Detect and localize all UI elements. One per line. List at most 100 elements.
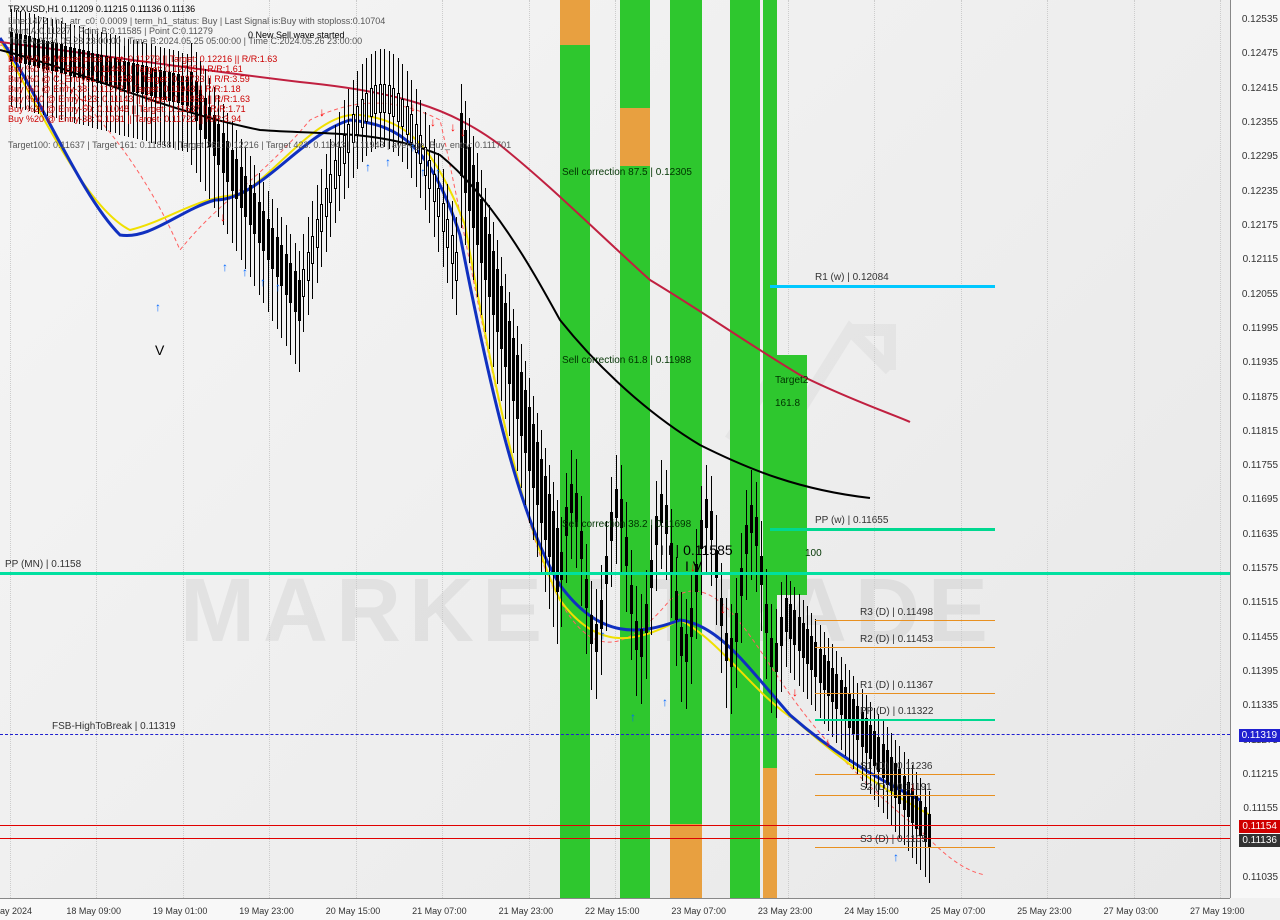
- arrow-down-icon: ↓: [910, 780, 916, 794]
- y-tick-label: 0.12235: [1242, 186, 1278, 197]
- y-tick-label: 0.12115: [1243, 254, 1278, 265]
- y-tick-label: 0.11515: [1243, 597, 1278, 608]
- candle-body: [446, 219, 449, 248]
- pivot-line: [0, 838, 1230, 839]
- arrow-up-icon: ↑: [600, 628, 606, 642]
- pivot-line: [815, 774, 995, 775]
- candle-body: [544, 476, 547, 540]
- candle-body: [540, 459, 543, 523]
- candle-body: [780, 617, 783, 646]
- candle-body: [244, 176, 247, 216]
- x-tick-label: 23 May 07:00: [671, 906, 726, 916]
- candle-body: [249, 185, 252, 225]
- x-tick-label: 21 May 07:00: [412, 906, 467, 916]
- candle-body: [383, 84, 386, 113]
- pivot-label: R2 (D) | 0.11453: [860, 634, 933, 645]
- y-tick-label: 0.12355: [1242, 117, 1278, 128]
- candle-body: [262, 211, 265, 251]
- arrow-up-icon: ↑: [275, 280, 281, 294]
- zone-label: Sell correction 61.8 | 0.11988: [562, 355, 691, 366]
- grid-line: [1047, 0, 1048, 898]
- grid-line: [1220, 0, 1221, 898]
- y-tick-label: 0.11215: [1243, 769, 1278, 780]
- candle-body: [852, 699, 855, 734]
- zone-orange: [620, 108, 650, 166]
- zone-label: Target2: [775, 375, 808, 386]
- pivot-label: PP (D) | 0.11322: [860, 706, 933, 717]
- zone-label: 161.8: [775, 398, 800, 409]
- candle-body: [401, 99, 404, 128]
- candle-body: [630, 585, 633, 614]
- candle-body: [311, 236, 314, 265]
- y-tick-label: 0.11575: [1243, 563, 1278, 574]
- candle-body: [844, 687, 847, 722]
- info-text-line: Buy %20 @ Entry-38: 0.1091 || Target: 0.…: [8, 114, 241, 124]
- candle-body: [580, 531, 583, 560]
- info-text-line: Time A:2024.05.23 23:00:00 | Time B:2024…: [8, 36, 362, 46]
- candle-body: [374, 85, 377, 114]
- y-tick-label: 0.11335: [1243, 700, 1278, 711]
- pivot-label: PP (w) | 0.11655: [815, 515, 888, 526]
- point-label: I I | 0.11585: [660, 542, 733, 558]
- candle-body: [785, 598, 788, 633]
- candle-body: [334, 160, 337, 189]
- candle-body: [492, 251, 495, 315]
- pivot-line: [770, 285, 995, 288]
- y-tick-label: 0.12415: [1242, 83, 1278, 94]
- candle-body: [392, 88, 395, 117]
- candle-body: [276, 237, 279, 277]
- info-text-line: Buy %20 @ Entry-50: 0.11048 || Target: 0…: [8, 104, 246, 114]
- y-tick-label: 0.11635: [1243, 529, 1278, 540]
- candle-body: [755, 517, 758, 546]
- arrow-down-icon: ↓: [720, 602, 726, 616]
- pivot-label: S2 (D) | 0.11191: [860, 782, 932, 793]
- pivot-label: R1 (D) | 0.11367: [860, 680, 933, 691]
- arrow-up-icon: ↑: [662, 695, 668, 709]
- zone-green: [730, 0, 760, 898]
- candle-body: [575, 493, 578, 522]
- x-tick-label: 25 May 23:00: [1017, 906, 1072, 916]
- candle-body: [258, 202, 261, 242]
- candle-body: [798, 617, 801, 652]
- x-tick-label: 22 May 15:00: [585, 906, 640, 916]
- candle-body: [625, 537, 628, 566]
- candle-body: [827, 661, 830, 696]
- candle-body: [302, 269, 305, 298]
- arrow-down-icon: ↓: [220, 210, 226, 224]
- y-tick-label: 0.11695: [1243, 494, 1278, 505]
- candle-body: [352, 114, 355, 143]
- candle-body: [725, 633, 728, 662]
- candle-body: [370, 88, 373, 117]
- arrow-down-icon: ↓: [319, 105, 325, 119]
- chart-plot-area[interactable]: MARKET TRADE R1 (w) | 0.12084PP (w) | 0.…: [0, 0, 1230, 898]
- grid-line: [10, 0, 11, 898]
- candle-body: [406, 106, 409, 135]
- candle-body: [271, 228, 274, 268]
- y-tick-label: 0.12535: [1242, 14, 1278, 25]
- grid-line: [269, 0, 270, 898]
- pivot-label: S1 (D) | 0.11236: [860, 761, 932, 772]
- arrow-up-icon: ↑: [385, 155, 391, 169]
- grid-line: [96, 0, 97, 898]
- y-tick-label: 0.11815: [1243, 426, 1278, 437]
- y-tick-label: 0.11995: [1243, 323, 1278, 334]
- pivot-label: PP (MN) | 0.1158: [5, 559, 81, 570]
- candle-body: [869, 725, 872, 760]
- candle-body: [397, 93, 400, 122]
- pivot-label: S3 (D) | 0.1105: [860, 834, 927, 845]
- y-tick-label: 0.12055: [1242, 289, 1278, 300]
- candle-body: [928, 814, 931, 849]
- candle-body: [675, 591, 678, 620]
- candle-body: [861, 712, 864, 747]
- pivot-line: [0, 572, 1230, 575]
- x-tick-label: 20 May 15:00: [326, 906, 381, 916]
- candle-body: [222, 133, 225, 173]
- candle-body: [532, 424, 535, 488]
- candle-body: [705, 499, 708, 528]
- candle-body: [802, 623, 805, 658]
- y-tick-label: 0.12295: [1242, 151, 1278, 162]
- candle-body: [595, 624, 598, 653]
- candle-body: [760, 556, 763, 585]
- candle-body: [307, 252, 310, 281]
- candle-body: [325, 188, 328, 217]
